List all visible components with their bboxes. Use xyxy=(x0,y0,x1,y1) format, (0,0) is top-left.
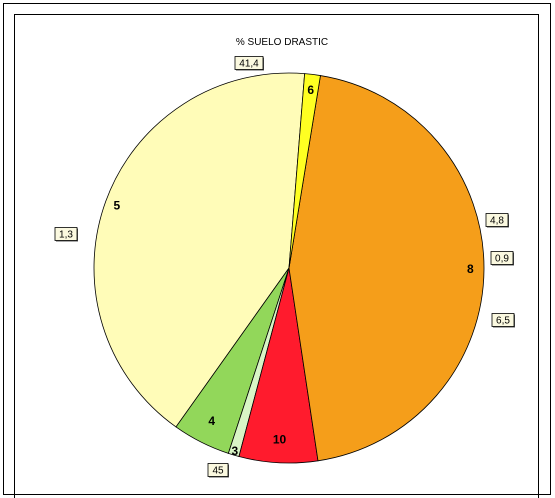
data-label-3: 0,9 xyxy=(490,251,514,266)
data-label-4: 4,8 xyxy=(485,213,509,228)
data-label-text-3: 0,9 xyxy=(495,254,509,265)
slice-label-8: 8 xyxy=(467,262,474,276)
slice-label-6: 6 xyxy=(307,83,314,97)
data-label-text-4: 4,8 xyxy=(490,216,504,227)
data-label-6: 1,3 xyxy=(54,227,78,242)
slice-label-3: 3 xyxy=(231,444,238,458)
slice-label-10: 10 xyxy=(273,432,287,446)
chart-title: % SUELO DRASTIC xyxy=(236,37,328,48)
data-label-10: 6,5 xyxy=(491,313,515,328)
slice-label-4: 4 xyxy=(208,414,215,428)
plot-area-frame xyxy=(14,14,539,498)
data-label-5: 41,4 xyxy=(234,56,264,71)
pie-slice-8 xyxy=(288,75,485,462)
pie-slices xyxy=(93,72,485,464)
pie-slice-5 xyxy=(93,72,306,428)
slice-labels: 5 4 3 10 8 6 xyxy=(113,83,474,458)
pie-slice-6 xyxy=(288,73,321,269)
data-label-text-8: 45 xyxy=(212,466,224,477)
data-label-text-10: 6,5 xyxy=(496,316,510,327)
data-label-8: 45 xyxy=(207,463,229,478)
data-label-text-6: 1,3 xyxy=(59,230,73,241)
slice-label-5: 5 xyxy=(113,198,120,212)
data-label-text-5: 41,4 xyxy=(239,59,259,70)
